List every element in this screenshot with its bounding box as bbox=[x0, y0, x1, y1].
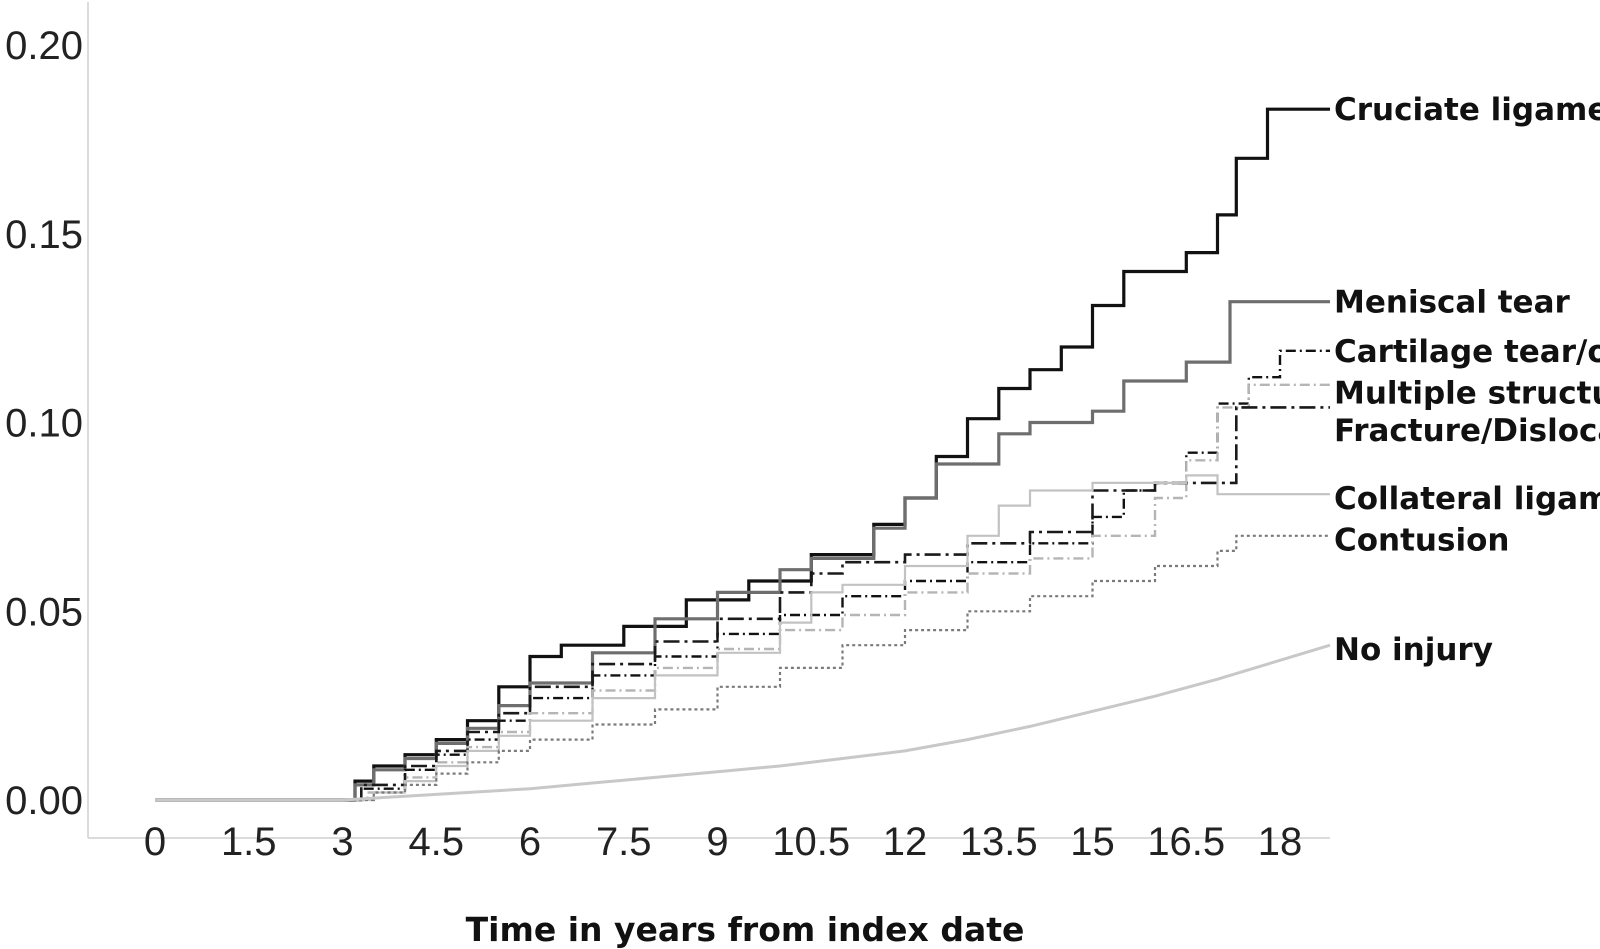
x-tick-label: 0 bbox=[144, 820, 166, 864]
series-label-8: No injury bbox=[1334, 632, 1493, 668]
y-tick-label: 0.00 bbox=[5, 779, 83, 823]
series-label-5: Fracture/Dislocation bbox=[1334, 413, 1600, 449]
y-tick-label: 0.20 bbox=[5, 24, 83, 68]
series-line-7 bbox=[155, 534, 1330, 802]
series-line-3 bbox=[155, 349, 1330, 802]
series-label-6: Collateral ligament bbox=[1334, 481, 1600, 517]
x-axis-title: Time in years from index date bbox=[466, 910, 1025, 949]
x-tick-label: 12 bbox=[883, 820, 928, 864]
y-tick-labels: 0.00 0.05 0.10 0.15 0.20 bbox=[5, 24, 83, 823]
x-tick-label: 1.5 bbox=[221, 820, 277, 864]
x-tick-labels: 0 1.5 3 4.5 6 7.5 9 10.5 12 13.5 15 16.5 18 bbox=[144, 820, 1302, 864]
y-tick-label: 0.15 bbox=[5, 213, 83, 257]
x-tick-label: 3 bbox=[331, 820, 353, 864]
x-tick-label: 16.5 bbox=[1147, 820, 1225, 864]
axes bbox=[87, 2, 1330, 839]
series-lines bbox=[155, 107, 1331, 802]
x-tick-label: 9 bbox=[706, 820, 728, 864]
x-tick-label: 13.5 bbox=[960, 820, 1038, 864]
series-labels: Cruciate ligament Meniscal tear Cartilage … bbox=[1334, 92, 1600, 668]
x-tick-label: 7.5 bbox=[596, 820, 652, 864]
x-tick-label: 18 bbox=[1258, 820, 1303, 864]
x-tick-label: 4.5 bbox=[408, 820, 464, 864]
series-label-7: Contusion bbox=[1334, 523, 1509, 559]
y-tick-label: 0.05 bbox=[5, 590, 83, 634]
series-line-2 bbox=[155, 300, 1330, 802]
series-label-2: Meniscal tear bbox=[1334, 285, 1570, 321]
x-tick-label: 15 bbox=[1070, 820, 1115, 864]
y-tick-label: 0.10 bbox=[5, 402, 83, 446]
series-line-8 bbox=[155, 643, 1331, 802]
series-line-6 bbox=[155, 474, 1330, 802]
x-tick-label: 10.5 bbox=[772, 820, 850, 864]
series-label-4: Multiple structures bbox=[1334, 375, 1600, 411]
x-tick-label: 6 bbox=[519, 820, 541, 864]
series-line-5 bbox=[155, 406, 1330, 802]
series-label-3: Cartilage tear/other bbox=[1334, 334, 1600, 370]
series-label-1: Cruciate ligament bbox=[1334, 92, 1600, 128]
